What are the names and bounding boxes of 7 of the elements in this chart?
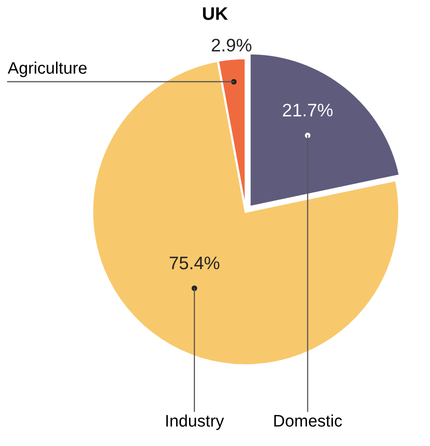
- data-label: 21.7%: [282, 104, 333, 116]
- slice-label: Domestic: [274, 414, 342, 427]
- slice-label: Industry: [166, 414, 224, 430]
- data-label: 2.9%: [212, 38, 252, 52]
- chart-title: UK: [203, 7, 228, 20]
- slice-label: Agriculture: [8, 62, 87, 78]
- data-label: 75.4%: [170, 256, 220, 270]
